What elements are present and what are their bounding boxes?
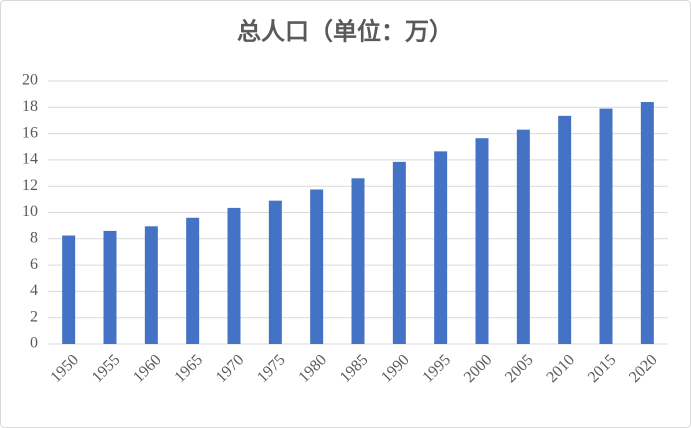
bar [392, 161, 406, 344]
bar [516, 129, 530, 344]
y-tick-label: 10 [22, 203, 38, 220]
bar [103, 230, 117, 344]
bar [310, 189, 324, 344]
bar [227, 207, 241, 344]
bar [144, 226, 158, 344]
y-tick-label: 0 [30, 335, 38, 352]
bar [599, 108, 613, 345]
y-tick-label: 16 [22, 124, 38, 141]
y-tick-label: 14 [22, 151, 38, 168]
bar [186, 217, 200, 344]
bar [351, 178, 365, 344]
y-tick-label: 12 [22, 177, 38, 194]
bar [475, 138, 489, 344]
y-tick-label: 18 [22, 98, 38, 115]
bar [434, 151, 448, 344]
chart-title: 总人口（单位：万） [237, 18, 453, 46]
y-tick-label: 20 [22, 72, 38, 89]
y-tick-label: 4 [30, 282, 38, 299]
bar [62, 235, 76, 344]
y-tick-label: 2 [30, 308, 38, 325]
bar [268, 200, 282, 344]
y-tick-label: 8 [30, 229, 38, 246]
bar [558, 115, 572, 344]
y-tick-label: 6 [30, 256, 38, 273]
bar [640, 102, 654, 344]
